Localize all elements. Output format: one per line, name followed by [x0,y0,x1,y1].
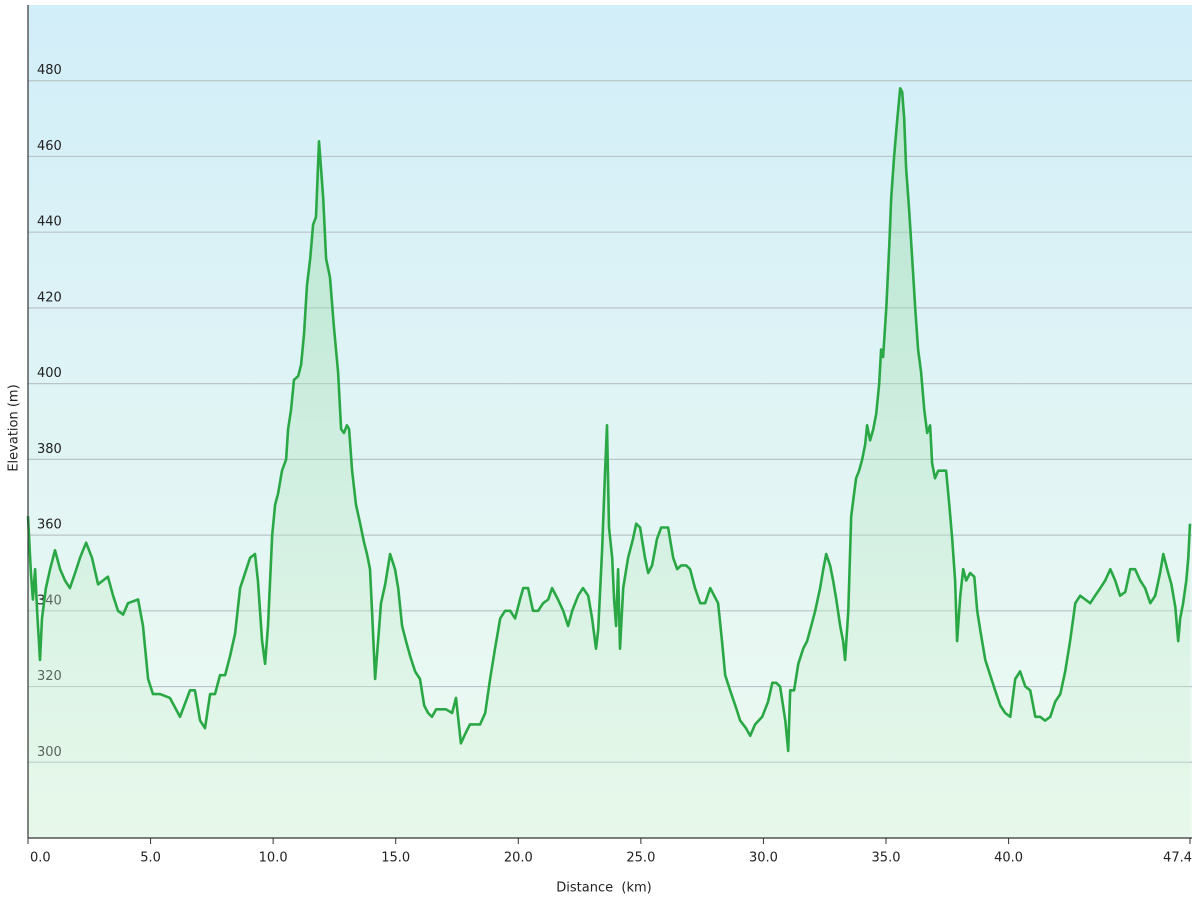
y-axis-label: Elevation (m) [7,384,22,471]
y-tick-label: 400 [37,366,62,381]
y-tick-label: 440 [37,215,62,230]
x-axis-label: Distance (km) [556,881,651,896]
y-tick-label: 360 [37,518,62,533]
x-tick-label: 0.0 [30,851,51,866]
x-tick-label: 20.0 [504,851,533,866]
y-tick-label: 460 [37,139,62,154]
x-tick-label: 35.0 [872,851,901,866]
x-tick-label: 40.0 [994,851,1023,866]
x-tick-label: 15.0 [381,851,410,866]
x-tick-label: 25.0 [626,851,655,866]
elevation-area [28,88,1190,839]
x-tick-label: 10.0 [259,851,288,866]
x-tick-label: 30.0 [749,851,778,866]
y-tick-label: 420 [37,290,62,305]
y-tick-label: 380 [37,442,62,457]
y-tick-label: 480 [37,63,62,78]
x-tick-label: 5.0 [140,851,161,866]
elevation-line [26,87,1192,753]
x-tick-label: 47.4 [1163,851,1192,866]
